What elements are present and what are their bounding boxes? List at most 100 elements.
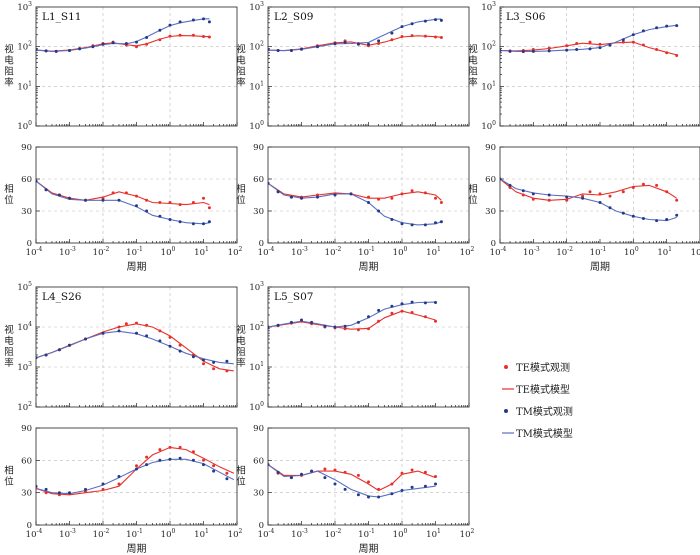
data-point <box>289 49 293 52</box>
y-axis-label-char: 视 <box>468 44 478 56</box>
data-point <box>675 198 679 202</box>
series-model-line <box>500 178 677 201</box>
y-axis-label-char: 率 <box>4 77 14 89</box>
legend-label: TE模式模型 <box>516 383 570 396</box>
data-point <box>310 320 314 324</box>
series-model-line <box>268 18 442 52</box>
data-point <box>521 193 525 197</box>
x-tick-label: 10-4 <box>258 246 275 258</box>
y-axis-label-char: 位 <box>236 476 246 488</box>
y-axis-label-char: 视 <box>236 324 246 336</box>
data-point <box>68 196 71 200</box>
data-point <box>349 192 353 196</box>
data-point <box>202 35 205 38</box>
data-point <box>641 43 645 47</box>
y-axis-label: 相位 <box>236 465 246 488</box>
y-tick-label: 30 <box>21 489 32 499</box>
y-tick-label: 60 <box>253 456 264 466</box>
x-tick-label: 102 <box>228 528 243 540</box>
data-point <box>410 223 414 227</box>
data-point <box>641 217 645 220</box>
data-point <box>158 201 162 204</box>
data-point <box>44 49 48 53</box>
data-point <box>641 29 645 33</box>
legend-dot-marker <box>504 365 508 369</box>
data-point <box>367 42 370 46</box>
data-point <box>101 331 105 335</box>
data-point <box>168 457 172 461</box>
data-point <box>78 47 82 51</box>
data-point <box>565 44 569 48</box>
data-point <box>500 49 502 52</box>
data-point <box>598 192 602 196</box>
data-point <box>300 47 303 51</box>
y-axis-label-char: 阻 <box>236 347 246 358</box>
y-tick-label: 30 <box>21 207 32 217</box>
y-tick-label: 101 <box>17 80 32 92</box>
y-axis-label-char: 相 <box>236 465 246 477</box>
y-axis-label-char: 阻 <box>4 67 14 78</box>
data-point <box>68 343 71 347</box>
data-point <box>434 18 437 22</box>
data-point <box>367 327 370 331</box>
data-point <box>145 198 149 202</box>
data-point <box>410 189 414 193</box>
data-point <box>268 325 270 329</box>
data-point <box>547 198 551 202</box>
data-point <box>117 329 121 333</box>
x-tick-label: 101 <box>426 528 441 540</box>
x-tick-label: 10-1 <box>126 528 143 540</box>
legend-dot-marker <box>504 409 508 413</box>
plot-frame <box>499 6 700 127</box>
y-tick-label: 102 <box>17 401 32 413</box>
data-point <box>621 211 625 215</box>
data-point <box>117 482 121 486</box>
y-tick-label: 100 <box>249 401 264 413</box>
y-axis-label-char: 视 <box>236 44 246 56</box>
data-point <box>665 190 669 194</box>
data-point <box>343 470 347 474</box>
data-point <box>575 48 579 51</box>
y-tick-label: 0 <box>27 239 32 249</box>
data-point <box>500 177 502 181</box>
data-point <box>423 19 427 23</box>
data-point <box>333 325 337 329</box>
data-point <box>434 35 437 39</box>
data-point <box>135 467 138 471</box>
y-axis-label-char: 相 <box>4 183 14 195</box>
y-axis-label-char: 电 <box>4 335 14 347</box>
data-point <box>145 36 149 39</box>
data-point <box>117 475 121 478</box>
y-axis-label-char: 位 <box>236 194 246 206</box>
data-point <box>158 214 162 218</box>
data-point <box>207 35 211 39</box>
data-point <box>168 335 172 339</box>
x-tick-label: 102 <box>691 246 700 258</box>
data-point <box>598 42 602 46</box>
data-point <box>191 450 195 454</box>
x-tick-label: 102 <box>228 246 243 258</box>
data-point <box>598 201 602 204</box>
data-point <box>101 482 105 486</box>
data-point <box>135 321 138 325</box>
series-model-line <box>268 464 436 492</box>
x-tick-label: 10-4 <box>26 246 43 258</box>
chart-2-phase-panel: 0 30 60 90 10-4 10-3 10-2 10-1 100 101 102 周期 相位 <box>468 143 700 273</box>
y-tick-label: 104 <box>17 321 32 333</box>
data-point <box>191 33 195 37</box>
y-tick-label: 90 <box>21 424 32 434</box>
data-point <box>68 49 71 52</box>
series-group <box>36 17 211 53</box>
y-tick-label: 60 <box>21 175 32 185</box>
x-axis-label: 周期 <box>359 543 379 555</box>
data-point <box>202 358 205 362</box>
data-point <box>631 40 635 44</box>
data-point <box>191 458 195 462</box>
data-point <box>84 487 87 491</box>
data-point <box>565 195 569 199</box>
x-tick-label: 10-2 <box>325 528 342 540</box>
data-point <box>178 343 182 347</box>
